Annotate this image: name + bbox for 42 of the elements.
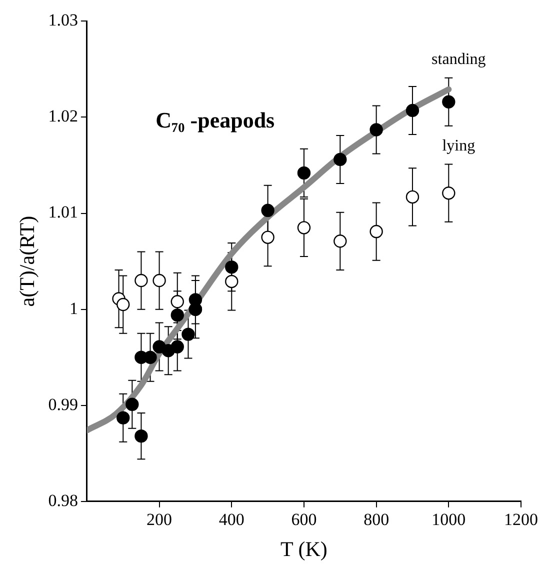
text: lying: [442, 138, 476, 155]
y-tick-label: 0.98: [48, 490, 78, 510]
point: [126, 398, 139, 411]
point: [116, 411, 130, 424]
x-tick-label: 600: [291, 510, 317, 530]
point: [116, 298, 130, 312]
y-tick-label: 1: [69, 298, 78, 318]
point: [225, 260, 238, 274]
point: [297, 166, 311, 180]
point: [134, 429, 148, 443]
point: [334, 234, 347, 248]
point: [334, 152, 347, 166]
y-tick-label: 0.99: [48, 394, 78, 414]
x-tick-label: 1200: [504, 510, 538, 530]
point: [261, 204, 274, 217]
point: [170, 308, 184, 322]
y-axis-title: a(T)/a(RT): [15, 216, 40, 307]
point: [406, 190, 420, 204]
y-tick-label: 1.02: [48, 106, 78, 126]
y-tick-label: 1.01: [48, 202, 78, 222]
point: [442, 95, 456, 108]
text: C₇₀ -peapods: [156, 108, 276, 133]
x-tick-label: 200: [146, 510, 172, 530]
point: [134, 274, 148, 288]
point: [170, 295, 184, 308]
point: [406, 104, 420, 118]
y-tick-label: 1.03: [48, 10, 78, 30]
x-tick-label: 1000: [432, 510, 466, 530]
x-axis-title: T (K): [280, 536, 328, 561]
series-label: standing: [432, 51, 486, 68]
point: [370, 123, 383, 136]
x-tick-label: 400: [218, 510, 244, 530]
x-tick-label: 800: [364, 510, 390, 530]
point: [297, 221, 311, 234]
point: [442, 186, 456, 200]
point: [182, 328, 195, 341]
point: [144, 350, 157, 364]
point: [170, 340, 184, 354]
point: [261, 230, 274, 244]
point: [370, 224, 383, 238]
point: [225, 274, 238, 288]
point: [152, 274, 166, 288]
